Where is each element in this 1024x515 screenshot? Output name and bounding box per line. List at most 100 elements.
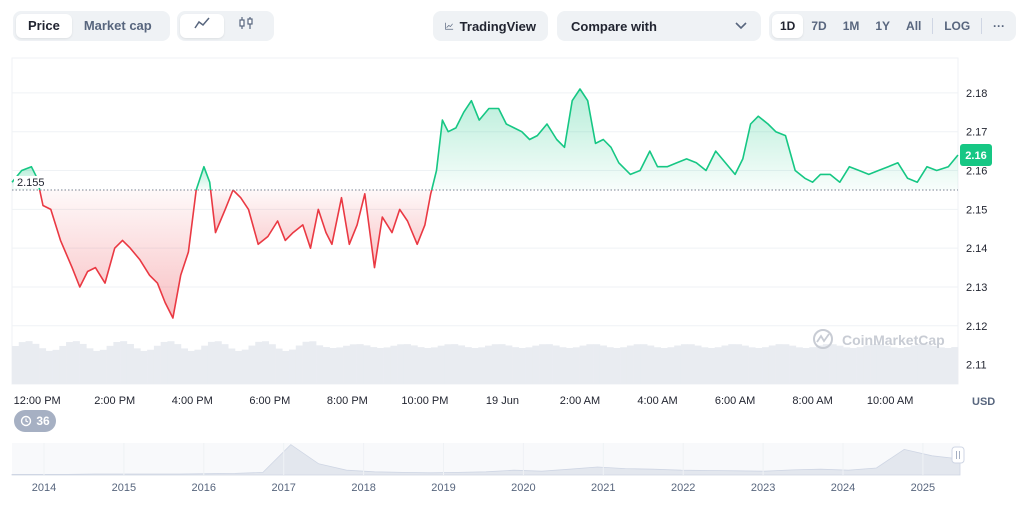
volume-bar <box>735 344 743 384</box>
volume-bar <box>234 350 243 384</box>
volume-bar <box>579 345 587 384</box>
log-scale-button[interactable]: LOG <box>944 19 971 33</box>
tradingview-label: TradingView <box>459 18 536 34</box>
volume-bar <box>775 344 783 384</box>
y-tick-label: 2.15 <box>966 204 987 216</box>
range-7d[interactable]: 7D <box>811 19 827 33</box>
volume-bar <box>275 348 283 384</box>
volume-bar <box>444 344 452 384</box>
volume-bar <box>768 345 776 384</box>
volume-bar <box>336 347 344 384</box>
volume-bar <box>228 348 236 384</box>
navigator-year-label: 2019 <box>431 482 455 494</box>
range-1m[interactable]: 1M <box>842 19 860 33</box>
volume-bar <box>586 344 594 384</box>
volume-bar <box>863 345 871 384</box>
tradingview-button[interactable]: TradingView <box>433 11 548 41</box>
history-icon <box>21 415 32 427</box>
x-tick-label: 19 Jun <box>486 395 519 407</box>
chevron-down-icon <box>735 22 747 30</box>
navigator-year-label: 2025 <box>911 482 935 494</box>
volume-bar <box>633 344 641 384</box>
watermark: CoinMarketCap <box>813 329 945 349</box>
volume-bar <box>599 345 607 384</box>
volume-bar <box>572 347 580 384</box>
volume-bar <box>559 347 567 384</box>
volume-bar <box>329 347 337 384</box>
alert-badge[interactable]: 36 <box>14 410 56 432</box>
price-chart[interactable]: 2.155 2.16 2.11 2.12 2.13 2.14 2.15 2.16 2.17 2.… <box>0 50 1024 470</box>
volume-bar <box>883 345 891 384</box>
volume-bar <box>187 350 195 384</box>
volume-bar <box>140 350 148 384</box>
volume-bar <box>667 347 675 384</box>
volume-bar <box>464 347 472 384</box>
volume-bar <box>370 347 378 384</box>
price-area-up <box>431 89 958 190</box>
navigator-year-label: 2023 <box>751 482 775 494</box>
volume-bar <box>917 344 925 384</box>
x-tick-label: 2:00 PM <box>94 395 135 407</box>
volume-bar <box>376 347 384 384</box>
volume-bar <box>782 344 790 384</box>
more-options-button[interactable]: ··· <box>992 19 1005 33</box>
volume-bar <box>214 341 222 384</box>
price-tab[interactable]: Price <box>16 14 72 38</box>
volume-bar <box>12 346 20 384</box>
range-all[interactable]: All <box>906 19 922 33</box>
price-line-down <box>209 189 234 234</box>
volume-bar <box>79 343 87 384</box>
divider <box>981 18 982 34</box>
navigator-year-label: 2021 <box>591 482 615 494</box>
volume-bar <box>174 344 182 384</box>
current-price-badge <box>960 144 992 167</box>
time-range-toggle: 1D 7D 1M 1Y All LOG ··· <box>769 11 1016 41</box>
candlestick-icon[interactable] <box>224 14 268 38</box>
volume-bar <box>876 344 884 384</box>
market-cap-tab[interactable]: Market cap <box>83 18 152 33</box>
volume-bar <box>478 347 486 384</box>
volume-bar <box>687 344 695 384</box>
volume-bar <box>471 347 479 384</box>
volume-bar <box>113 341 121 384</box>
volume-bar <box>262 341 270 384</box>
volume-bar <box>221 344 229 384</box>
volume-bar <box>417 347 425 384</box>
range-1y[interactable]: 1Y <box>875 19 891 33</box>
divider <box>932 18 934 34</box>
volume-bar <box>160 341 168 384</box>
x-tick-label: 6:00 AM <box>715 395 755 407</box>
volume-bar <box>106 345 114 384</box>
volume-bar <box>680 344 689 384</box>
volume-bar <box>512 347 520 384</box>
x-tick-label: 8:00 PM <box>327 395 368 407</box>
volume-bar <box>748 347 756 384</box>
volume-bar <box>518 347 526 384</box>
volume-bar <box>410 345 418 384</box>
range-1d[interactable]: 1D <box>772 14 804 38</box>
volume-bar <box>951 347 959 384</box>
volume-bar <box>309 341 317 384</box>
volume-bar <box>640 344 648 384</box>
volume-bar <box>789 345 797 384</box>
y-tick-label: 2.11 <box>966 360 987 372</box>
line-chart-icon[interactable] <box>180 14 224 38</box>
x-tick-label: 6:00 PM <box>249 395 290 407</box>
volume-bar <box>424 347 432 384</box>
volume-bar <box>343 345 351 384</box>
volume-bar <box>870 344 878 384</box>
x-tick-label: 10:00 AM <box>867 395 913 407</box>
x-tick-label: 4:00 AM <box>637 395 677 407</box>
volume-bar <box>728 344 736 384</box>
volume-bar <box>802 347 810 384</box>
volume-bar <box>545 344 553 384</box>
volume-bar <box>829 344 837 384</box>
volume-bar <box>52 349 60 384</box>
compare-select[interactable]: Compare with <box>557 11 761 41</box>
volume-bar <box>809 347 817 384</box>
navigator-handle[interactable] <box>951 446 965 464</box>
current-price-label: 2.16 <box>965 150 986 162</box>
history-navigator[interactable]: 2014 2015 2016 2017 2018 2019 2020 2021 2022 2023… <box>0 435 1024 505</box>
reference-label: 2.155 <box>17 177 45 189</box>
volume-bar <box>255 341 263 384</box>
